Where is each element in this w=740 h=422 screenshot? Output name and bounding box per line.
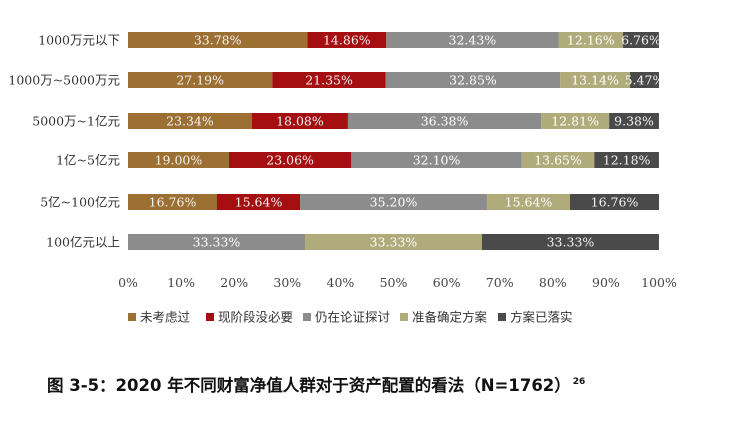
data-label: 21.35%	[305, 73, 353, 88]
legend-swatch	[303, 313, 311, 321]
data-label: 6.76%	[621, 33, 661, 48]
legend-label: 仍在论证探讨	[315, 310, 390, 325]
bar-segment	[128, 32, 308, 48]
category-label: 100亿元以上	[46, 235, 120, 250]
data-label: 19.00%	[155, 153, 203, 168]
stacked-bar-chart: 33.78% 14.86% 32.43% 12.16% 6.76% 27.19% 21.35…	[8, 32, 677, 325]
data-label: 14.86%	[323, 33, 371, 48]
bar-segment	[541, 113, 610, 129]
bar-segment	[300, 194, 487, 210]
x-tick-label: 0%	[118, 275, 138, 290]
x-tick-label: 100%	[641, 275, 677, 290]
category-label: 5亿~100亿元	[40, 195, 120, 210]
x-tick-label: 80%	[539, 275, 567, 290]
bar-segment	[629, 72, 659, 88]
x-tick-label: 50%	[380, 275, 408, 290]
data-label: 32.10%	[413, 153, 461, 168]
data-label: 9.38%	[614, 114, 654, 129]
data-label: 33.33%	[370, 235, 418, 250]
bar-segment	[609, 113, 659, 129]
data-label: 36.38%	[421, 114, 469, 129]
category-label: 1亿~5亿元	[56, 153, 120, 168]
x-tick-label: 70%	[486, 275, 514, 290]
bar-segment	[304, 234, 482, 250]
bar-area: 33.78% 14.86% 32.43% 12.16% 6.76% 27.19% 21.35…	[128, 32, 664, 250]
bar-segment	[128, 113, 252, 129]
x-tick-label: 10%	[167, 275, 195, 290]
data-label: 33.78%	[194, 33, 242, 48]
legend: 未考虑过 现阶段没必要 仍在论证探讨 准备确定方案 方案已落实	[128, 310, 573, 325]
bar-segment	[128, 72, 273, 88]
data-label: 12.81%	[551, 114, 599, 129]
data-label: 18.08%	[276, 114, 324, 129]
data-label: 23.34%	[166, 114, 214, 129]
bar-segment	[560, 72, 630, 88]
legend-swatch	[206, 313, 214, 321]
data-label: 16.76%	[591, 195, 639, 210]
data-label: 32.43%	[449, 33, 497, 48]
legend-label: 方案已落实	[510, 310, 573, 325]
bar-segment	[216, 194, 301, 210]
x-tick-label: 20%	[220, 275, 248, 290]
x-tick-label: 60%	[433, 275, 461, 290]
category-label: 1000万元以下	[38, 33, 120, 48]
data-label: 27.19%	[176, 73, 224, 88]
data-label: 16.76%	[149, 195, 197, 210]
bar-segment	[128, 194, 217, 210]
bar-segment	[521, 152, 595, 168]
bar-segment	[594, 152, 659, 168]
data-label: 12.16%	[567, 33, 615, 48]
data-label: 5.47%	[625, 73, 665, 88]
bar-segment	[307, 32, 387, 48]
figure-caption: 图 3-5：2020 年不同财富净值人群对于资产配置的看法（N=1762） 26	[47, 372, 585, 396]
legend-label: 现阶段没必要	[218, 310, 293, 325]
data-label: 13.65%	[534, 153, 582, 168]
bar-segment	[481, 234, 659, 250]
legend-label: 准备确定方案	[412, 310, 488, 325]
bar-segment	[558, 32, 624, 48]
category-label: 5000万~1亿元	[32, 114, 120, 129]
bar-segment	[128, 152, 229, 168]
data-label: 33.33%	[547, 235, 595, 250]
data-label: 33.33%	[193, 235, 241, 250]
legend-swatch	[400, 313, 408, 321]
data-label: 15.64%	[235, 195, 283, 210]
bar-segment	[251, 113, 348, 129]
data-label: 32.85%	[449, 73, 497, 88]
bar-segment	[570, 194, 659, 210]
bar-segment	[228, 152, 352, 168]
data-label: 13.14%	[571, 73, 619, 88]
x-tick-label: 40%	[327, 275, 355, 290]
bar-segment	[347, 113, 542, 129]
bar-segment	[385, 72, 561, 88]
bar-segment	[272, 72, 386, 88]
category-label: 1000万~5000万元	[8, 73, 120, 88]
category-axis: 1000万元以下 1000万~5000万元 5000万~1亿元 1亿~5亿元 5亿~10…	[8, 33, 120, 250]
data-label: 35.20%	[370, 195, 418, 210]
bar-segment	[128, 234, 305, 250]
x-tick-label: 30%	[273, 275, 301, 290]
caption-text: 图 3-5：2020 年不同财富净值人群对于资产配置的看法（N=1762）	[47, 376, 571, 395]
value-axis: 0% 10% 20% 30% 40% 50% 60% 70% 80% 90% 100%	[118, 275, 677, 290]
bar-segment	[486, 194, 571, 210]
legend-label: 未考虑过	[140, 310, 191, 325]
legend-swatch	[498, 313, 506, 321]
data-label: 12.18%	[603, 153, 651, 168]
x-tick-label: 90%	[592, 275, 620, 290]
bar-segment	[623, 32, 659, 48]
bar-segment	[351, 152, 522, 168]
legend-swatch	[128, 313, 136, 321]
data-label: 23.06%	[266, 153, 314, 168]
caption-footnote: 26	[572, 377, 586, 387]
bar-segment	[386, 32, 559, 48]
data-label: 15.64%	[505, 195, 553, 210]
